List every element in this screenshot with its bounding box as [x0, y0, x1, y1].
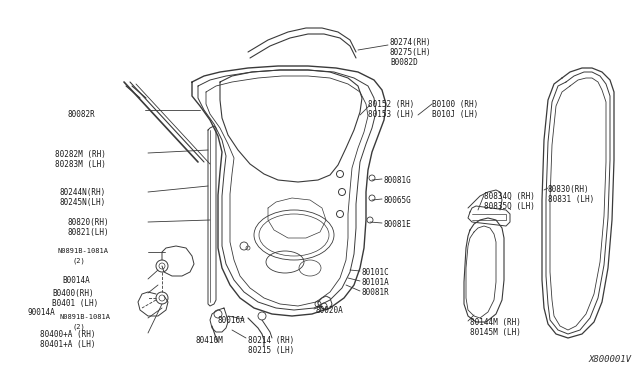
Text: B0401 (LH): B0401 (LH): [52, 299, 99, 308]
Text: N0891B-1081A: N0891B-1081A: [60, 314, 111, 320]
Text: 80245N(LH): 80245N(LH): [60, 198, 106, 207]
Text: 80274(RH): 80274(RH): [390, 38, 431, 47]
Text: N0891B-1081A: N0891B-1081A: [58, 248, 109, 254]
Text: 80020A: 80020A: [316, 306, 344, 315]
Text: B0082D: B0082D: [390, 58, 418, 67]
Text: 80275(LH): 80275(LH): [390, 48, 431, 57]
Text: B0100 (RH): B0100 (RH): [432, 100, 478, 109]
Text: 80016A: 80016A: [218, 316, 246, 325]
Text: 80831 (LH): 80831 (LH): [548, 195, 595, 204]
Text: 80821(LH): 80821(LH): [68, 228, 109, 237]
Text: 80215 (LH): 80215 (LH): [248, 346, 294, 355]
Text: 80101C: 80101C: [362, 268, 390, 277]
Text: B0014A: B0014A: [62, 276, 90, 285]
Text: 80410M: 80410M: [196, 336, 224, 345]
Text: 80081E: 80081E: [384, 220, 412, 229]
Text: 80101A: 80101A: [362, 278, 390, 287]
Text: 80081G: 80081G: [384, 176, 412, 185]
Text: 80835Q (LH): 80835Q (LH): [484, 202, 535, 211]
Text: 80214 (RH): 80214 (RH): [248, 336, 294, 345]
Text: 80830(RH): 80830(RH): [548, 185, 589, 194]
Text: (2): (2): [72, 324, 84, 330]
Text: 80081R: 80081R: [362, 288, 390, 297]
Text: 80152 (RH): 80152 (RH): [368, 100, 414, 109]
Text: 80282M (RH): 80282M (RH): [55, 150, 106, 159]
Text: 80065G: 80065G: [384, 196, 412, 205]
Text: 80244N(RH): 80244N(RH): [60, 188, 106, 197]
Text: 80834Q (RH): 80834Q (RH): [484, 192, 535, 201]
Text: 80153 (LH): 80153 (LH): [368, 110, 414, 119]
Text: (2): (2): [72, 258, 84, 264]
Text: 80400+A (RH): 80400+A (RH): [40, 330, 95, 339]
Text: 80401+A (LH): 80401+A (LH): [40, 340, 95, 349]
Text: 80283M (LH): 80283M (LH): [55, 160, 106, 169]
Text: B010J (LH): B010J (LH): [432, 110, 478, 119]
Text: 80145M (LH): 80145M (LH): [470, 328, 521, 337]
Text: B0400(RH): B0400(RH): [52, 289, 93, 298]
Text: X800001V: X800001V: [589, 355, 632, 364]
Text: 80082R: 80082R: [68, 110, 96, 119]
Text: 90014A: 90014A: [28, 308, 56, 317]
Text: 80820(RH): 80820(RH): [68, 218, 109, 227]
Text: 80144M (RH): 80144M (RH): [470, 318, 521, 327]
